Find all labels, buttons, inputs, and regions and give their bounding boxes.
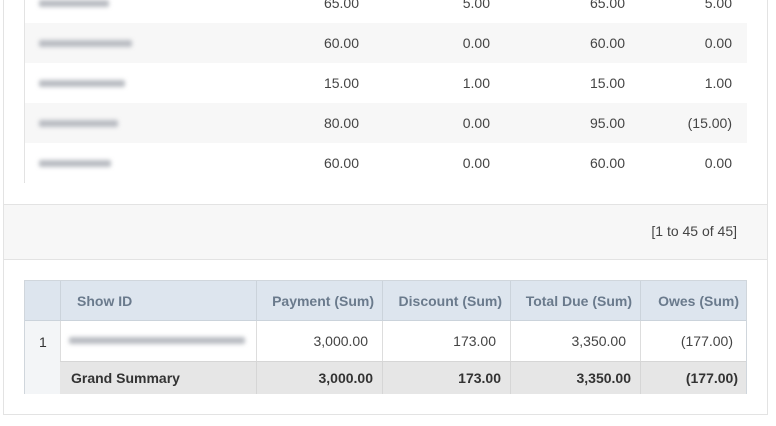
grand-cell: (177.00)	[640, 361, 747, 394]
cell: 60.00	[589, 35, 625, 51]
cell: 5.00	[704, 0, 732, 11]
header-cell[interactable]: Owes (Sum)	[640, 281, 747, 321]
table-row: 15.00 1.00 15.00 1.00	[25, 63, 747, 103]
grand-cell: 3,350.00	[510, 361, 640, 394]
cell: 15.00	[589, 75, 625, 91]
cell: 65.00	[589, 0, 625, 11]
cell: 60.00	[323, 155, 359, 171]
cell: 60.00	[589, 155, 625, 171]
cell: 0.00	[462, 155, 490, 171]
cell: 60.00	[323, 35, 359, 51]
cell: 1.00	[462, 75, 490, 91]
cell: 0.00	[462, 115, 490, 131]
header-cell[interactable]: Discount (Sum)	[382, 281, 510, 321]
cell: 3,350.00	[510, 321, 640, 361]
cell: 1.00	[704, 75, 732, 91]
grand-row	[60, 361, 746, 394]
row-index: 1	[25, 321, 60, 361]
grand-label: Grand Summary	[71, 370, 180, 386]
cell: 173.00	[382, 321, 510, 361]
cell: (177.00)	[640, 321, 747, 361]
grand-index	[25, 361, 60, 394]
summary-table: Show ID Payment (Sum) Discount (Sum) Total …	[24, 280, 747, 394]
cell: 0.00	[704, 35, 732, 51]
panel	[3, 0, 768, 415]
top-table: 65.00 5.00 65.00 5.00 60.00 0.00 60.00 0.00 15.0…	[24, 0, 747, 183]
cell: (15.00)	[687, 115, 732, 131]
blurred-name	[39, 80, 125, 87]
cell: 5.00	[462, 0, 490, 11]
blurred-name	[39, 40, 132, 47]
pager-bar	[4, 204, 767, 260]
show-id	[60, 321, 256, 361]
cell: 95.00	[589, 115, 625, 131]
blurred-name	[69, 337, 245, 344]
grand-cell: 3,000.00	[256, 361, 382, 394]
blurred-name	[39, 0, 109, 7]
blurred-name	[39, 120, 118, 127]
cell: 0.00	[462, 35, 490, 51]
cell: 65.00	[323, 0, 359, 11]
header-row	[25, 281, 746, 321]
cell: 0.00	[704, 155, 732, 171]
table-row: 80.00 0.00 95.00 (15.00)	[25, 103, 747, 143]
header-cell[interactable]: Show ID	[60, 281, 256, 321]
cell: 80.00	[323, 115, 359, 131]
blurred-name	[39, 160, 111, 167]
cell: 3,000.00	[256, 321, 382, 361]
table-row: 60.00 0.00 60.00 0.00	[25, 143, 747, 183]
header-cell[interactable]: Payment (Sum)	[256, 281, 382, 321]
cell: 15.00	[323, 75, 359, 91]
table-row: 60.00 0.00 60.00 0.00	[25, 23, 747, 63]
pagination: [1 to 45 of 45]	[651, 223, 737, 239]
table-row: 65.00 5.00 65.00 5.00	[25, 0, 747, 23]
header-cell[interactable]: Total Due (Sum)	[510, 281, 640, 321]
grand-cell: 173.00	[382, 361, 510, 394]
